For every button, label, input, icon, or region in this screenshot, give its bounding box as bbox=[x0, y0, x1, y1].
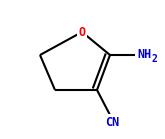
Text: 2: 2 bbox=[152, 54, 158, 64]
Text: CN: CN bbox=[105, 116, 119, 128]
Text: O: O bbox=[78, 25, 86, 39]
Text: NH: NH bbox=[137, 49, 151, 61]
